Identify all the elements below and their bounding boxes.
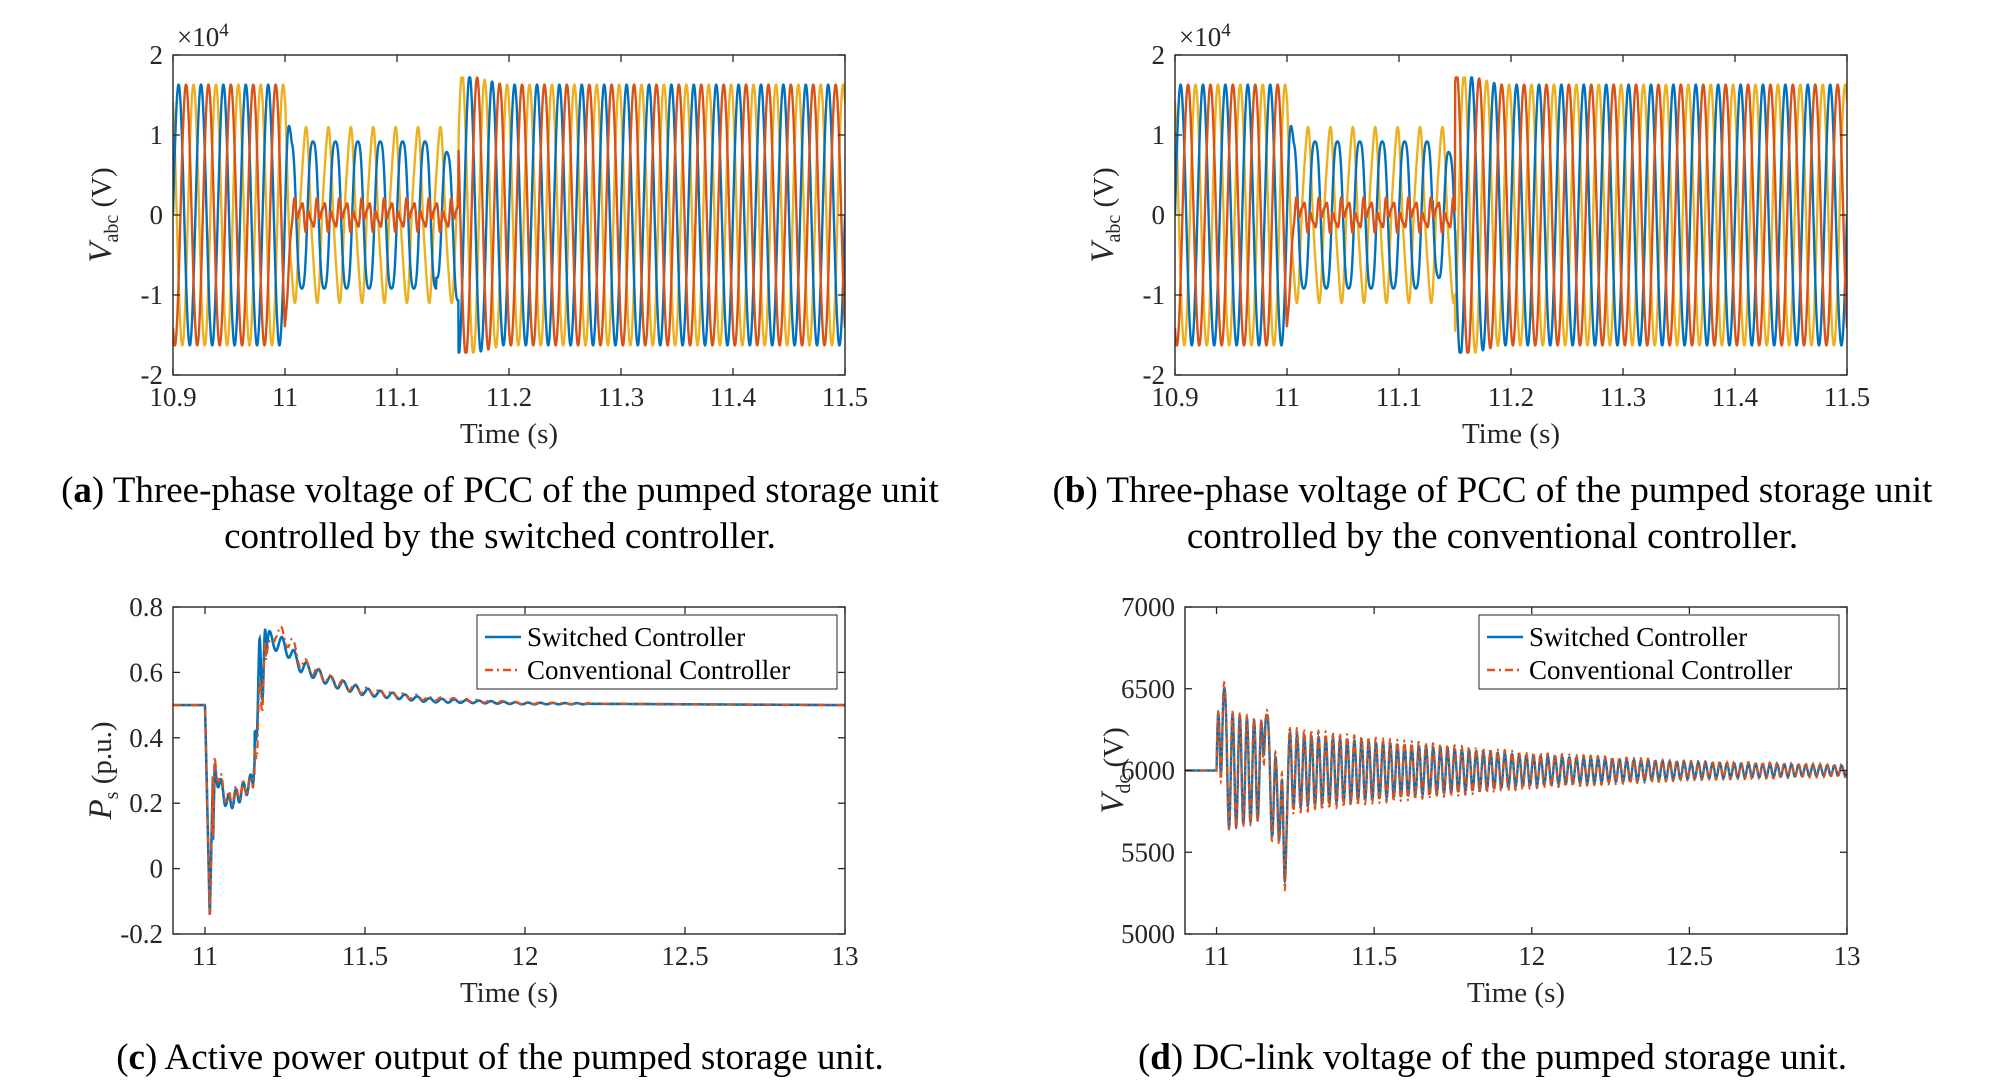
x-tick-label: 12 (512, 941, 539, 971)
y-tick-label: -2 (1143, 360, 1166, 390)
caption-b-letter: b (1064, 470, 1086, 511)
caption-a-text: Three-phase voltage of PCC of the pumped… (112, 470, 939, 557)
plot-d: 11 11.5 12 12.5 13 5000 5500 6000 6500 7000 Time (… (1095, 592, 1861, 1009)
x-tick-label: 11.1 (1376, 382, 1422, 412)
y-tick-label: -0.2 (120, 919, 163, 949)
plot-b: 10.9 11 11.1 11.2 11.3 11.4 11.5 -2 -1 0 1 2 Time (s… (1085, 20, 1870, 450)
phase-b-line (1175, 76, 1847, 354)
legend (476, 614, 838, 690)
y-tick-label: 2 (150, 40, 164, 70)
x-tick-label: 11.5 (1824, 382, 1870, 412)
x-tick-label: 11 (1274, 382, 1300, 412)
x-tick-label: 11.5 (1351, 941, 1397, 971)
x-axis-label: Time (s) (1462, 418, 1560, 450)
y-tick-label: 7000 (1121, 592, 1175, 622)
x-tick-label: 12.5 (1666, 941, 1713, 971)
y-tick-label: 1 (150, 120, 164, 150)
y-axis-label: Vabc (V) (1085, 167, 1125, 262)
x-tick-label: 13 (832, 941, 859, 971)
caption-d-letter: d (1150, 1037, 1171, 1078)
x-tick-label: 13 (1834, 941, 1861, 971)
x-tick-label: 11.3 (598, 382, 644, 412)
legend-label: Switched Controller (1529, 622, 1747, 652)
phase-b-line (173, 76, 845, 354)
y-tick-label: 0 (150, 854, 164, 884)
legend (1478, 614, 1840, 690)
y-tick-label: 0 (1152, 200, 1166, 230)
x-tick-label: 12 (1518, 941, 1545, 971)
phase-a-line (1175, 76, 1847, 354)
y-tick-label: 6500 (1121, 674, 1175, 704)
plot-c-data (173, 625, 845, 915)
axes-box (172, 606, 846, 935)
y-tick-label: -1 (141, 280, 164, 310)
x-tick-label: 11.4 (710, 382, 757, 412)
axes-box (1184, 606, 1848, 935)
axis-multiplier: ×104 (1179, 20, 1231, 52)
phase-c-line (1175, 76, 1847, 354)
axes-box (172, 54, 846, 376)
plot-c: 11 11.5 12 12.5 13 -0.2 0 0.2 0.4 0.6 0.8 Time (s) P… (83, 592, 859, 1009)
phase-c-line (173, 76, 845, 354)
axis-multiplier: ×104 (177, 20, 229, 52)
plot-b-data (1175, 76, 1847, 354)
y-tick-label: 2 (1152, 40, 1166, 70)
y-axis-label: Vdc (V) (1095, 727, 1135, 814)
legend-label: Switched Controller (527, 622, 745, 652)
x-axis-label: Time (s) (1467, 977, 1565, 1009)
y-tick-label: 0 (150, 200, 164, 230)
y-axis-label: Vabc (V) (83, 167, 123, 262)
y-tick-label: 1 (1152, 120, 1166, 150)
conventional-controller-line (173, 625, 845, 915)
x-axis-label: Time (s) (460, 977, 558, 1009)
x-axis-label: Time (s) (460, 418, 558, 450)
plot-d-data (1185, 680, 1847, 892)
caption-b-text: Three-phase voltage of PCC of the pumped… (1106, 470, 1933, 557)
phase-a-line (173, 76, 845, 354)
conventional-controller-line (1185, 680, 1847, 892)
legend-label: Conventional Controller (1529, 655, 1792, 685)
legend-label: Conventional Controller (527, 655, 790, 685)
x-tick-label: 11 (272, 382, 298, 412)
caption-b: (b) Three-phase voltage of PCC of the pu… (1052, 470, 1933, 557)
axes-box (1174, 54, 1848, 376)
x-tick-label: 11.5 (822, 382, 868, 412)
y-tick-label: -2 (141, 360, 164, 390)
y-axis-label: Ps (p.u.) (83, 721, 123, 820)
x-tick-label: 10.9 (149, 382, 196, 412)
x-tick-label: 11.4 (1712, 382, 1759, 412)
caption-d: (d) DC-link voltage of the pumped storag… (1137, 1037, 1848, 1078)
x-tick-label: 11.2 (486, 382, 532, 412)
y-tick-label: 5500 (1121, 837, 1175, 867)
y-tick-label: 5000 (1121, 919, 1175, 949)
y-tick-label: 0.2 (129, 788, 163, 818)
caption-c-text: Active power output of the pumped storag… (164, 1037, 884, 1078)
y-tick-label: 0.4 (129, 723, 163, 753)
x-tick-label: 10.9 (1151, 382, 1198, 412)
x-tick-label: 11.1 (374, 382, 420, 412)
x-tick-label: 11.5 (342, 941, 388, 971)
plot-a-data (173, 76, 845, 354)
x-tick-label: 11 (1204, 941, 1230, 971)
caption-c-letter: c (128, 1037, 145, 1078)
x-tick-label: 11.2 (1488, 382, 1534, 412)
y-tick-label: 0.8 (129, 592, 163, 622)
caption-a-letter: a (73, 470, 92, 511)
caption-a: (a) Three-phase voltage of PCC of the pu… (61, 470, 939, 557)
y-tick-label: 6000 (1121, 756, 1175, 786)
y-tick-label: -1 (1143, 280, 1166, 310)
x-tick-label: 11.3 (1600, 382, 1646, 412)
x-tick-label: 11 (192, 941, 218, 971)
x-tick-label: 12.5 (661, 941, 708, 971)
caption-c: (c) Active power output of the pumped st… (116, 1037, 884, 1078)
y-tick-label: 0.6 (129, 657, 163, 687)
plot-a: 10.9 11 11.1 11.2 11.3 11.4 11.5 -2 -1 0 1 2 Time (s… (83, 20, 868, 450)
caption-d-text: DC-link voltage of the pumped storage un… (1192, 1037, 1848, 1078)
